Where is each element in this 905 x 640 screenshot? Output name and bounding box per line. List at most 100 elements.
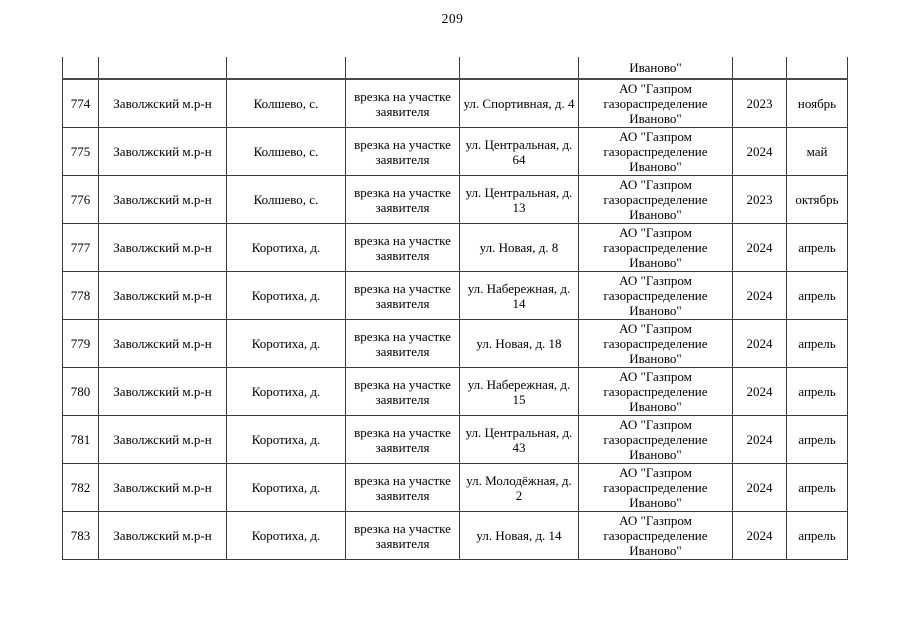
table-row: 775 Заволжский м.р-н Колшево, с. врезка … bbox=[62, 127, 848, 176]
cell-organization: АО "Газпром газораспределение Иваново" bbox=[578, 127, 733, 176]
cell-address: ул. Молодёжная, д. 2 bbox=[459, 463, 579, 512]
cell-district: Заволжский м.р-н bbox=[98, 415, 227, 464]
cell-year: 2024 bbox=[732, 319, 787, 368]
cell-work-type: врезка на участке заявителя bbox=[345, 415, 460, 464]
cell-work-type: врезка на участке заявителя bbox=[345, 271, 460, 320]
cell-month: апрель bbox=[786, 367, 848, 416]
cell-address: ул. Набережная, д. 14 bbox=[459, 271, 579, 320]
cell-row-number: 779 bbox=[62, 319, 99, 368]
cell-organization: АО "Газпром газораспределение Иваново" bbox=[578, 271, 733, 320]
cell-address: ул. Центральная, д. 13 bbox=[459, 175, 579, 224]
cell-settlement: Колшево, с. bbox=[226, 78, 346, 128]
table-row: 779 Заволжский м.р-н Коротиха, д. врезка… bbox=[62, 319, 848, 368]
cell-address: ул. Набережная, д. 15 bbox=[459, 367, 579, 416]
table-row: 782 Заволжский м.р-н Коротиха, д. врезка… bbox=[62, 463, 848, 512]
table-row: 776 Заволжский м.р-н Колшево, с. врезка … bbox=[62, 175, 848, 224]
cell-address: ул. Новая, д. 14 bbox=[459, 511, 579, 560]
cell-year: 2024 bbox=[732, 127, 787, 176]
cell-address: ул. Новая, д. 8 bbox=[459, 223, 579, 272]
carryover-cell-settlement bbox=[226, 57, 346, 80]
table-row: 778 Заволжский м.р-н Коротиха, д. врезка… bbox=[62, 271, 848, 320]
table-row: 783 Заволжский м.р-н Коротиха, д. врезка… bbox=[62, 511, 848, 560]
gas-connections-table: Иваново" 774 Заволжский м.р-н Колшево, с… bbox=[62, 57, 848, 560]
cell-year: 2023 bbox=[732, 78, 787, 128]
cell-district: Заволжский м.р-н bbox=[98, 78, 227, 128]
cell-organization: АО "Газпром газораспределение Иваново" bbox=[578, 319, 733, 368]
cell-work-type: врезка на участке заявителя bbox=[345, 511, 460, 560]
cell-address: ул. Центральная, д. 64 bbox=[459, 127, 579, 176]
carryover-cell-year bbox=[732, 57, 787, 80]
carryover-cell-work-type bbox=[345, 57, 460, 80]
cell-row-number: 783 bbox=[62, 511, 99, 560]
cell-month: октябрь bbox=[786, 175, 848, 224]
cell-row-number: 775 bbox=[62, 127, 99, 176]
cell-settlement: Коротиха, д. bbox=[226, 271, 346, 320]
cell-organization: АО "Газпром газораспределение Иваново" bbox=[578, 463, 733, 512]
carryover-cell-num bbox=[62, 57, 99, 80]
cell-work-type: врезка на участке заявителя bbox=[345, 127, 460, 176]
cell-settlement: Коротиха, д. bbox=[226, 463, 346, 512]
cell-row-number: 781 bbox=[62, 415, 99, 464]
carryover-cell-district bbox=[98, 57, 227, 80]
carryover-row: Иваново" bbox=[62, 57, 848, 80]
cell-district: Заволжский м.р-н bbox=[98, 319, 227, 368]
cell-settlement: Коротиха, д. bbox=[226, 367, 346, 416]
cell-district: Заволжский м.р-н bbox=[98, 127, 227, 176]
cell-organization: АО "Газпром газораспределение Иваново" bbox=[578, 511, 733, 560]
cell-row-number: 782 bbox=[62, 463, 99, 512]
cell-settlement: Колшево, с. bbox=[226, 127, 346, 176]
cell-work-type: врезка на участке заявителя bbox=[345, 319, 460, 368]
cell-month: ноябрь bbox=[786, 78, 848, 128]
cell-month: апрель bbox=[786, 415, 848, 464]
cell-address: ул. Новая, д. 18 bbox=[459, 319, 579, 368]
cell-district: Заволжский м.р-н bbox=[98, 463, 227, 512]
cell-district: Заволжский м.р-н bbox=[98, 271, 227, 320]
cell-row-number: 778 bbox=[62, 271, 99, 320]
cell-organization: АО "Газпром газораспределение Иваново" bbox=[578, 175, 733, 224]
cell-month: апрель bbox=[786, 271, 848, 320]
cell-settlement: Коротиха, д. bbox=[226, 415, 346, 464]
table-row: 780 Заволжский м.р-н Коротиха, д. врезка… bbox=[62, 367, 848, 416]
cell-district: Заволжский м.р-н bbox=[98, 175, 227, 224]
cell-month: апрель bbox=[786, 319, 848, 368]
cell-organization: АО "Газпром газораспределение Иваново" bbox=[578, 78, 733, 128]
cell-row-number: 780 bbox=[62, 367, 99, 416]
cell-year: 2024 bbox=[732, 367, 787, 416]
cell-district: Заволжский м.р-н bbox=[98, 511, 227, 560]
cell-year: 2023 bbox=[732, 175, 787, 224]
cell-settlement: Коротиха, д. bbox=[226, 319, 346, 368]
page-number: 209 bbox=[441, 11, 464, 26]
cell-month: май bbox=[786, 127, 848, 176]
cell-month: апрель bbox=[786, 463, 848, 512]
cell-settlement: Коротиха, д. bbox=[226, 223, 346, 272]
cell-row-number: 776 bbox=[62, 175, 99, 224]
cell-year: 2024 bbox=[732, 271, 787, 320]
table-row: 777 Заволжский м.р-н Коротиха, д. врезка… bbox=[62, 223, 848, 272]
cell-organization: АО "Газпром газораспределение Иваново" bbox=[578, 415, 733, 464]
cell-work-type: врезка на участке заявителя bbox=[345, 223, 460, 272]
cell-row-number: 774 bbox=[62, 78, 99, 128]
cell-month: апрель bbox=[786, 223, 848, 272]
cell-address: ул. Спортивная, д. 4 bbox=[459, 78, 579, 128]
cell-organization: АО "Газпром газораспределение Иваново" bbox=[578, 367, 733, 416]
cell-year: 2024 bbox=[732, 463, 787, 512]
carryover-cell-address bbox=[459, 57, 579, 80]
cell-work-type: врезка на участке заявителя bbox=[345, 78, 460, 128]
table-row: 781 Заволжский м.р-н Коротиха, д. врезка… bbox=[62, 415, 848, 464]
cell-year: 2024 bbox=[732, 415, 787, 464]
cell-work-type: врезка на участке заявителя bbox=[345, 463, 460, 512]
cell-address: ул. Центральная, д. 43 bbox=[459, 415, 579, 464]
cell-work-type: врезка на участке заявителя bbox=[345, 367, 460, 416]
cell-year: 2024 bbox=[732, 511, 787, 560]
cell-settlement: Коротиха, д. bbox=[226, 511, 346, 560]
cell-row-number: 777 bbox=[62, 223, 99, 272]
cell-organization: АО "Газпром газораспределение Иваново" bbox=[578, 223, 733, 272]
table-body: Иваново" 774 Заволжский м.р-н Колшево, с… bbox=[62, 57, 848, 560]
cell-work-type: врезка на участке заявителя bbox=[345, 175, 460, 224]
carryover-cell-organization: Иваново" bbox=[578, 57, 733, 80]
cell-district: Заволжский м.р-н bbox=[98, 223, 227, 272]
cell-district: Заволжский м.р-н bbox=[98, 367, 227, 416]
cell-settlement: Колшево, с. bbox=[226, 175, 346, 224]
cell-year: 2024 bbox=[732, 223, 787, 272]
